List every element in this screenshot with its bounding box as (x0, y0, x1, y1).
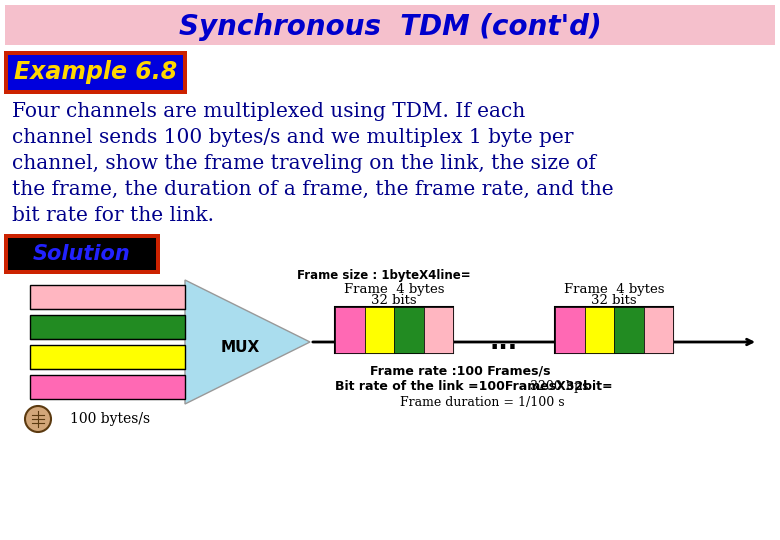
Text: 32 bits: 32 bits (371, 294, 417, 307)
Bar (555, 307, 584, 353)
Circle shape (25, 406, 51, 432)
Bar (644, 307, 673, 353)
Bar (335, 307, 364, 353)
Bar (30, 345, 185, 369)
Bar (424, 307, 453, 353)
Polygon shape (185, 280, 310, 404)
Bar (8, 55, 183, 90)
Bar (394, 307, 424, 353)
Bar (335, 307, 453, 353)
Bar (4, 234, 160, 274)
Bar (584, 307, 614, 353)
Text: Solution: Solution (33, 244, 131, 264)
Text: channel, show the frame traveling on the link, the size of: channel, show the frame traveling on the… (12, 154, 596, 173)
Text: Frame  4 bytes: Frame 4 bytes (564, 283, 665, 296)
Text: ...: ... (490, 330, 518, 354)
Text: Synchronous  TDM (cont'd): Synchronous TDM (cont'd) (179, 13, 601, 41)
Text: 32 bits: 32 bits (591, 294, 636, 307)
Text: 100 bytes/s: 100 bytes/s (70, 412, 150, 426)
Bar (5, 5, 775, 45)
Text: Frame duration = 1/100 s: Frame duration = 1/100 s (400, 396, 565, 409)
Text: Frame rate :100 Frames/s: Frame rate :100 Frames/s (370, 364, 551, 377)
Text: 3200 bps: 3200 bps (530, 380, 588, 393)
Bar (8, 238, 156, 270)
Bar (30, 375, 185, 399)
Text: Example 6.8: Example 6.8 (14, 60, 177, 84)
Text: Frame  4 bytes: Frame 4 bytes (344, 283, 445, 296)
Bar (4, 51, 187, 94)
Text: Frame size : 1byteX4line=: Frame size : 1byteX4line= (297, 269, 471, 282)
Text: channel sends 100 bytes/s and we multiplex 1 byte per: channel sends 100 bytes/s and we multipl… (12, 128, 573, 147)
Bar (614, 307, 644, 353)
Text: MUX: MUX (221, 340, 260, 354)
Bar (30, 315, 185, 339)
Text: Bit rate of the link =100FramesX32bit=: Bit rate of the link =100FramesX32bit= (335, 380, 612, 393)
Text: bit rate for the link.: bit rate for the link. (12, 206, 214, 225)
Text: Four channels are multiplexed using TDM. If each: Four channels are multiplexed using TDM.… (12, 102, 525, 121)
Bar (364, 307, 394, 353)
Text: the frame, the duration of a frame, the frame rate, and the: the frame, the duration of a frame, the … (12, 180, 614, 199)
Bar (30, 285, 185, 309)
Bar (555, 307, 673, 353)
